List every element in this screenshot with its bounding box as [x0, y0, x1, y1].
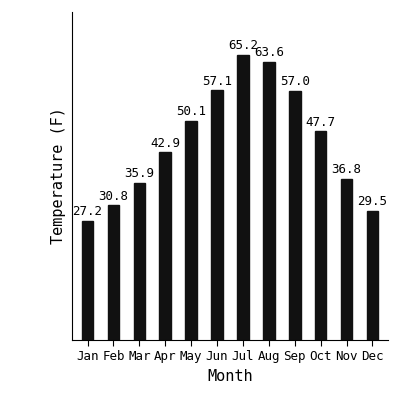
Text: 42.9: 42.9 [150, 137, 180, 150]
Text: 65.2: 65.2 [228, 39, 258, 52]
Text: 63.6: 63.6 [254, 46, 284, 59]
Text: 36.8: 36.8 [332, 164, 362, 176]
Text: 29.5: 29.5 [358, 195, 388, 208]
Text: 30.8: 30.8 [98, 190, 128, 203]
Text: 35.9: 35.9 [124, 167, 154, 180]
Text: 50.1: 50.1 [176, 105, 206, 118]
Bar [289, 91, 300, 340]
Text: 57.1: 57.1 [202, 75, 232, 88]
Bar [108, 205, 119, 340]
Bar [341, 179, 352, 340]
Bar [82, 221, 93, 340]
Bar [315, 131, 326, 340]
Bar [211, 90, 223, 340]
Text: 57.0: 57.0 [280, 75, 310, 88]
Bar [160, 152, 171, 340]
Bar [263, 62, 275, 340]
Bar [237, 55, 249, 340]
Text: 27.2: 27.2 [72, 206, 102, 218]
X-axis label: Month: Month [207, 369, 253, 384]
Bar [367, 211, 378, 340]
Text: 47.7: 47.7 [306, 116, 336, 129]
Bar [134, 183, 145, 340]
Bar [185, 121, 197, 340]
Y-axis label: Temperature (F): Temperature (F) [52, 108, 66, 244]
